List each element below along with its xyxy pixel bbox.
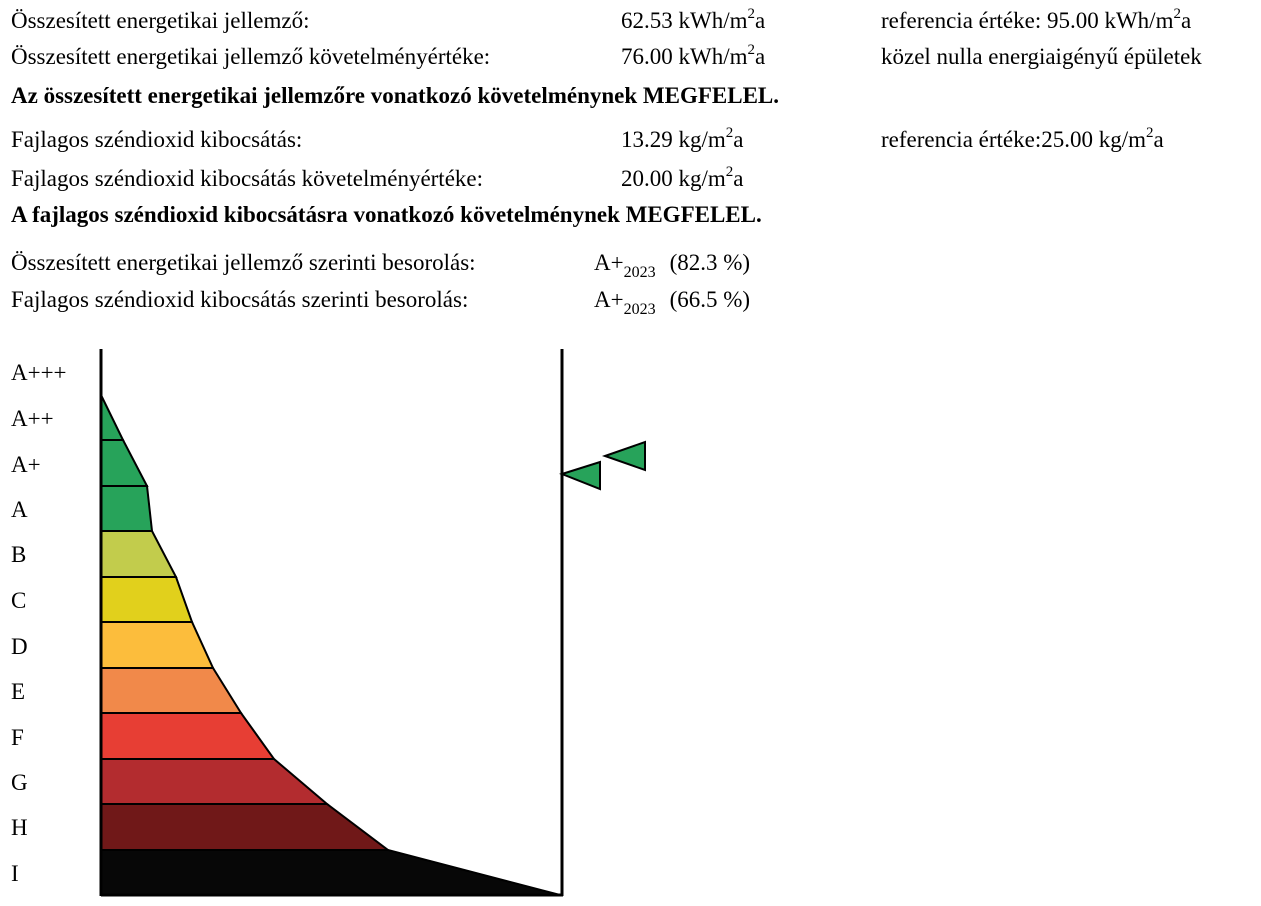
- marker-co2: [601, 440, 646, 472]
- classification-co2-class: A+: [594, 287, 624, 312]
- co2-label: Fajlagos széndioxid kibocsátás:: [11, 127, 303, 152]
- scale-label-aplusplusplus: A+++: [11, 360, 67, 385]
- scale-band-aplusplus: [100, 394, 125, 441]
- classification-co2-label: Fajlagos széndioxid kibocsátás szerinti …: [11, 287, 469, 312]
- co2-value-suffix: a: [733, 127, 744, 152]
- marker-energy: [559, 460, 601, 491]
- co2-requirement-value: 20.00 kg/m2a: [621, 164, 744, 191]
- classification-energy-class-sub: 2023: [623, 264, 656, 281]
- energy-requirement-value-suffix: a: [755, 44, 766, 69]
- scale-label-f: F: [11, 725, 24, 750]
- scale-label-aplusplus: A++: [11, 406, 54, 431]
- classification-co2-class-sub: 2023: [623, 301, 656, 318]
- energy-requirement-value: 76.00 kWh/m2a: [621, 42, 766, 69]
- scale-band-g: [100, 758, 330, 805]
- co2-value: 13.29 kg/m2a: [621, 125, 744, 152]
- energy-requirement-value-exp: 2: [747, 42, 756, 58]
- scale-label-b: B: [11, 542, 27, 567]
- scale-band-a: [100, 485, 154, 532]
- scale-band-aplus: [100, 439, 149, 487]
- classification-co2-value: A+2023 (66.5 %): [594, 287, 751, 318]
- co2-requirement-label: Fajlagos széndioxid kibocsátás követelmé…: [11, 166, 484, 191]
- energy-reference-text: referencia értéke: 95.00 kWh/m: [881, 8, 1174, 33]
- co2-requirement-value-suffix: a: [733, 166, 744, 191]
- co2-value-text: 13.29 kg/m: [621, 127, 726, 152]
- scale-band-b: [100, 530, 178, 578]
- co2-verdict: A fajlagos széndioxid kibocsátásra vonat…: [11, 202, 762, 227]
- scale-label-d: D: [11, 634, 28, 659]
- energy-requirement-label: Összesített energetikai jellemző követel…: [11, 44, 491, 69]
- scale-label-i: I: [11, 861, 19, 886]
- energy-value-exp: 2: [747, 6, 756, 22]
- classification-energy-class: A+: [594, 250, 624, 275]
- co2-reference-text: referencia értéke:25.00 kg/m: [881, 127, 1147, 152]
- co2-reference-suffix: a: [1153, 127, 1164, 152]
- scale-label-e: E: [11, 679, 26, 704]
- energy-value: 62.53 kWh/m2a: [621, 6, 766, 33]
- co2-reference: referencia értéke:25.00 kg/m2a: [881, 125, 1164, 152]
- energy-verdict: Az összesített energetikai jellemzőre vo…: [11, 83, 780, 108]
- scale-label-h: H: [11, 815, 28, 840]
- classification-energy-label: Összesített energetikai jellemző szerint…: [11, 250, 476, 275]
- scale-label-a: A: [11, 497, 28, 522]
- scale-label-g: G: [11, 770, 28, 795]
- energy-requirement-note: közel nulla energiaigényű épületek: [881, 44, 1202, 69]
- scale-band-f: [100, 712, 276, 760]
- scale-label-c: C: [11, 588, 27, 613]
- scale-label-aplus: A+: [11, 452, 41, 477]
- classification-energy-value: A+2023 (82.3 %): [594, 250, 751, 281]
- energy-reference: referencia értéke: 95.00 kWh/m2a: [881, 6, 1192, 33]
- co2-reference-exp: 2: [1146, 125, 1154, 141]
- co2-requirement-value-exp: 2: [725, 164, 734, 180]
- scale-band-i: [100, 849, 561, 896]
- scale-band-c: [100, 576, 194, 623]
- energy-label: Összesített energetikai jellemző:: [11, 8, 310, 33]
- energy-reference-suffix: a: [1180, 8, 1192, 33]
- scale-band-e: [100, 667, 243, 714]
- scale-band-h: [100, 803, 391, 851]
- co2-requirement-value-text: 20.00 kg/m: [621, 166, 726, 191]
- energy-requirement-value-text: 76.00 kWh/m: [621, 44, 748, 69]
- energy-value-suffix: a: [755, 8, 766, 33]
- classification-energy-percent: (82.3 %): [669, 250, 751, 275]
- energy-value-text: 62.53 kWh/m: [621, 8, 748, 33]
- co2-value-exp: 2: [725, 125, 734, 141]
- classification-co2-percent: (66.5 %): [669, 287, 751, 312]
- scale-band-d: [100, 621, 215, 669]
- energy-reference-exp: 2: [1173, 6, 1181, 22]
